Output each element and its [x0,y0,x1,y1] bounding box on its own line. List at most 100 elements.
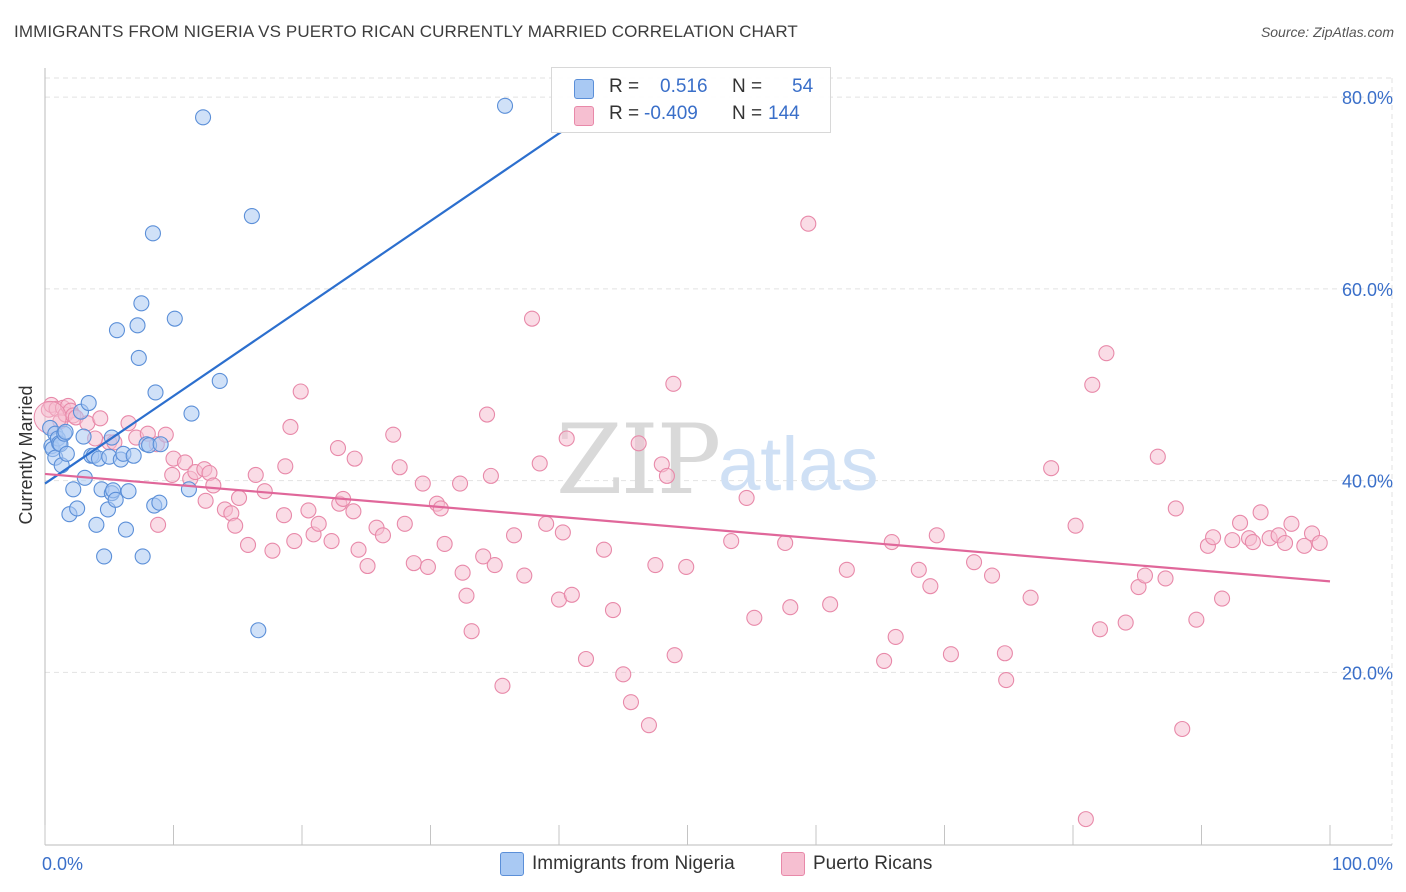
data-point-puerto-ricans [1276,534,1294,552]
legend-n-label: N = [732,103,763,124]
data-point-nigeria [211,372,228,390]
data-point-puerto-ricans [346,450,363,467]
data-point-puerto-ricans [531,455,548,472]
data-point-puerto-ricans [1167,500,1184,517]
data-point-puerto-ricans [419,558,436,576]
data-point-nigeria [80,394,97,412]
data-point-nigeria [117,521,135,538]
data-point-puerto-ricans [647,556,664,574]
data-point-puerto-ricans [538,515,555,532]
data-point-nigeria [130,349,147,367]
x-tick-label: 0.0% [42,854,83,874]
data-point-puerto-ricans [486,556,503,574]
legend-n-label: N = [732,76,763,97]
watermark: ZIP atlas [556,404,879,516]
data-point-puerto-ricans [723,533,740,550]
data-point-puerto-ricans [454,564,471,581]
x-tick-label: 100.0% [1332,854,1393,874]
data-point-puerto-ricans [452,475,469,492]
data-point-puerto-ricans [1067,517,1084,534]
data-point-puerto-ricans [1224,532,1241,549]
legend-row-puerto-ricans: R = -0.409 N = 144 [552,101,830,129]
legend-n-value: 54 [792,76,814,97]
data-point-nigeria [166,310,183,327]
data-point-puerto-ricans [1157,570,1174,587]
data-point-nigeria [75,428,92,445]
data-point-puerto-ricans [554,524,571,541]
data-point-puerto-ricans [563,586,580,603]
axes [44,68,1392,846]
data-point-puerto-ricans [494,677,511,694]
data-point-puerto-ricans [1098,345,1115,362]
data-point-puerto-ricans [1283,515,1300,532]
watermark-zip: ZIP [556,404,719,516]
data-point-puerto-ricans [1214,590,1231,607]
data-point-nigeria [134,548,151,565]
data-point-puerto-ricans [247,466,264,483]
data-point-nigeria [107,491,124,508]
chart-title: IMMIGRANTS FROM NIGERIA VS PUERTO RICAN … [14,22,798,41]
data-point-puerto-ricans [150,516,167,533]
data-point-puerto-ricans [640,717,658,734]
data-point-puerto-ricans [822,596,839,613]
y-axis-label: Currently Married [16,385,36,524]
source-label: Source: ZipAtlas.com [1260,24,1394,40]
data-point-puerto-ricans [1149,448,1166,465]
data-point-puerto-ricans [323,533,340,550]
data-point-puerto-ricans [577,650,595,668]
data-point-puerto-ricans [666,647,683,664]
data-point-puerto-ricans [396,515,413,532]
data-point-puerto-ricans [1174,720,1191,738]
data-point-puerto-ricans [1296,537,1313,554]
data-point-nigeria [69,500,86,517]
data-point-puerto-ricans [1188,611,1205,628]
gridlines [45,77,1393,845]
data-point-puerto-ricans [205,477,222,494]
data-point-puerto-ricans [998,672,1015,689]
data-point-nigeria [120,483,137,500]
series-legend-puerto-ricans[interactable]: Puerto Ricans [781,852,932,878]
data-point-puerto-ricans [405,555,422,572]
y-tick-label: 60.0% [1342,280,1393,300]
legend-swatch-nigeria [574,79,594,99]
legend-r-value: 0.516 [660,76,708,97]
data-point-nigeria [58,445,75,462]
data-point-puerto-ricans [120,415,137,432]
data-point-puerto-ricans [463,623,480,640]
data-point-puerto-ricans [1043,460,1060,477]
data-point-puerto-ricans [1136,567,1154,584]
series-legend-nigeria[interactable]: Immigrants from Nigeria [500,852,735,878]
legend-r-label: R = [609,103,640,124]
data-point-puerto-ricans [1117,614,1134,631]
data-point-puerto-ricans [482,467,499,484]
data-point-nigeria [183,405,200,422]
nigeria-points [42,97,514,639]
data-point-puerto-ricans [1084,376,1101,393]
data-point-puerto-ricans [359,557,376,575]
data-point-puerto-ricans [436,535,453,553]
data-point-puerto-ricans [164,466,181,483]
data-point-nigeria [147,384,164,401]
puerto-ricans-points [33,215,1328,828]
legend-swatch-puerto-ricans [574,106,594,126]
data-point-puerto-ricans [996,645,1013,662]
data-point-puerto-ricans [1244,533,1261,551]
data-point-nigeria [88,516,105,533]
y-tick-label: 40.0% [1342,472,1393,492]
data-point-puerto-ricans [665,375,682,392]
data-point-puerto-ricans [1311,534,1328,552]
data-point-puerto-ricans [523,310,541,327]
data-point-puerto-ricans [282,418,299,436]
series-legend-label: Puerto Ricans [813,853,933,875]
data-point-puerto-ricans [350,541,367,558]
data-point-puerto-ricans [876,652,893,669]
tick-labels: 20.0% 40.0% 60.0% 80.0% 0.0% 100.0% [42,88,1393,874]
trendline-puerto-ricans [44,472,1331,583]
legend-r-value: -0.409 [644,103,698,124]
legend-n-value: 144 [768,103,800,124]
data-point-puerto-ricans [275,507,293,524]
data-point-nigeria [195,109,212,126]
data-point-puerto-ricans [227,517,244,534]
data-point-nigeria [180,481,197,498]
